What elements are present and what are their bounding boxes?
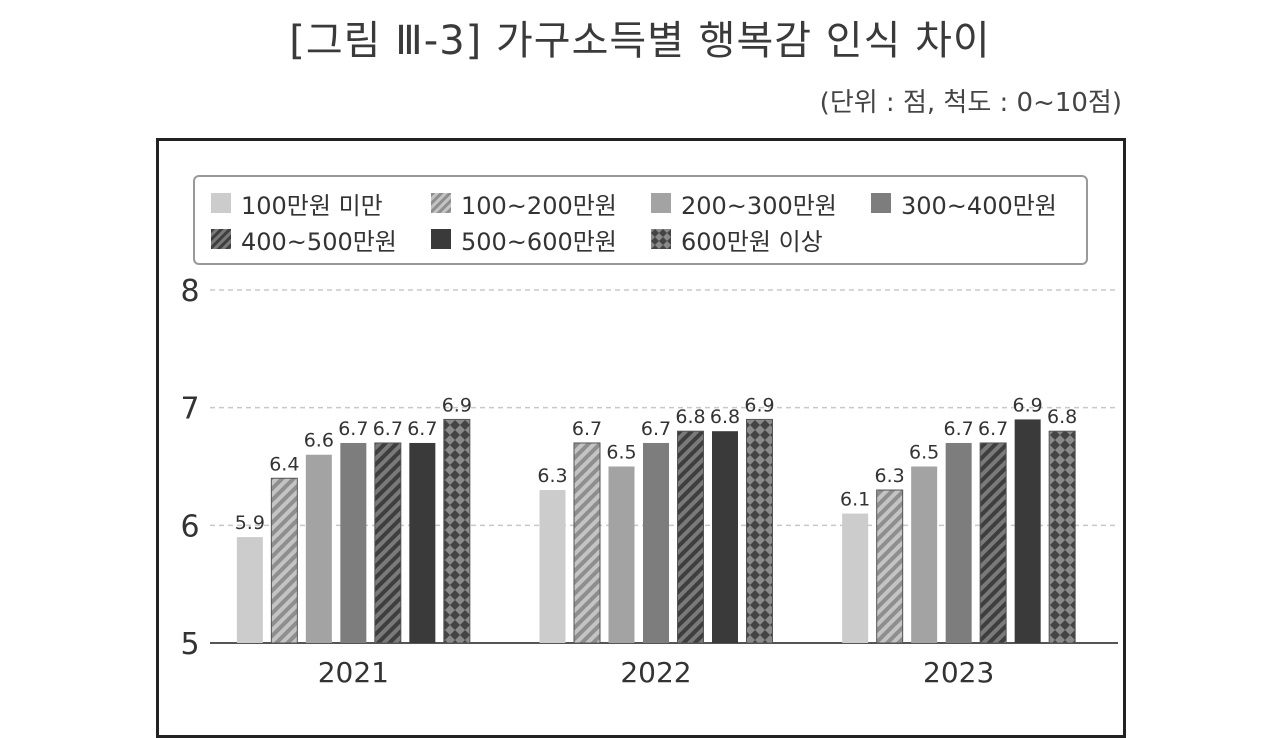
bar [979, 442, 1007, 644]
legend-swatch [871, 193, 891, 213]
bar [746, 418, 773, 644]
data-label: 6.1 [840, 489, 870, 511]
data-label: 6.9 [442, 394, 472, 416]
bar [539, 490, 566, 643]
data-label: 6.9 [744, 394, 774, 416]
legend-swatch [651, 229, 671, 249]
legend-label: 600만원 이상 [681, 227, 823, 256]
legend-item: 200~300만원 [651, 187, 837, 220]
data-label: 6.7 [407, 418, 437, 440]
bar [677, 430, 704, 644]
y-tick-label: 5 [180, 627, 199, 662]
data-label: 6.5 [606, 442, 636, 464]
bar [573, 442, 601, 644]
bar [409, 442, 436, 643]
bar [305, 454, 332, 643]
x-tick-label: 2023 [923, 656, 994, 689]
bar [608, 466, 635, 643]
legend-label: 200~300만원 [681, 191, 837, 220]
legend-label: 100~200만원 [461, 191, 617, 220]
bar [911, 466, 938, 643]
bar [270, 477, 298, 644]
legend-swatch [431, 229, 451, 249]
y-tick-label: 7 [180, 392, 199, 427]
data-label: 6.7 [641, 418, 671, 440]
chart-title: [그림 Ⅲ-3] 가구소득별 행복감 인식 차이 [289, 18, 991, 64]
data-label: 6.6 [304, 430, 334, 452]
data-label: 6.7 [338, 418, 368, 440]
bar [945, 442, 972, 643]
data-label: 6.8 [1047, 406, 1077, 428]
data-label: 6.7 [978, 418, 1008, 440]
x-tick-label: 2022 [620, 656, 691, 689]
data-label: 6.8 [710, 406, 740, 428]
data-label: 6.5 [909, 442, 939, 464]
legend-swatch [431, 193, 451, 213]
data-label: 6.4 [269, 453, 299, 475]
legend-swatch [651, 193, 671, 213]
legend-item: 300~400만원 [871, 187, 1057, 220]
legend-label: 300~400만원 [901, 191, 1057, 220]
legend-item: 100만원 미만 [211, 187, 383, 220]
legend-item: 400~500만원 [211, 223, 397, 256]
data-label: 6.7 [373, 418, 403, 440]
legend-item: 600만원 이상 [651, 223, 823, 256]
data-label: 6.3 [537, 465, 567, 487]
data-label: 6.8 [675, 406, 705, 428]
unit-note: (단위 : 점, 척도 : 0~10점) [819, 88, 1122, 118]
data-label: 6.3 [875, 465, 905, 487]
x-tick-label: 2021 [318, 656, 389, 689]
y-tick-label: 8 [180, 274, 199, 309]
legend: 100만원 미만 100~200만원 200~300만원 300~400만원 400~5… [193, 175, 1088, 265]
legend-swatch [211, 229, 231, 249]
data-label: 5.9 [235, 512, 265, 534]
legend-label: 100만원 미만 [241, 191, 383, 220]
y-tick-label: 6 [180, 509, 199, 544]
data-label: 6.7 [944, 418, 974, 440]
legend-label: 400~500만원 [241, 227, 397, 256]
data-label: 6.7 [572, 418, 602, 440]
bar [1014, 419, 1041, 643]
bar [1048, 430, 1076, 644]
bar [842, 513, 869, 643]
bar [712, 431, 738, 643]
bar [443, 418, 471, 644]
legend-item: 500~600만원 [431, 223, 617, 256]
data-label: 6.9 [1013, 394, 1043, 416]
bar [374, 442, 402, 644]
bar [876, 489, 904, 644]
bar [340, 442, 367, 643]
legend-swatch [211, 193, 231, 213]
bars-layer [236, 418, 1076, 644]
legend-item: 100~200만원 [431, 187, 617, 220]
bar [643, 442, 669, 643]
legend-label: 500~600만원 [461, 227, 617, 256]
bar [236, 537, 263, 643]
